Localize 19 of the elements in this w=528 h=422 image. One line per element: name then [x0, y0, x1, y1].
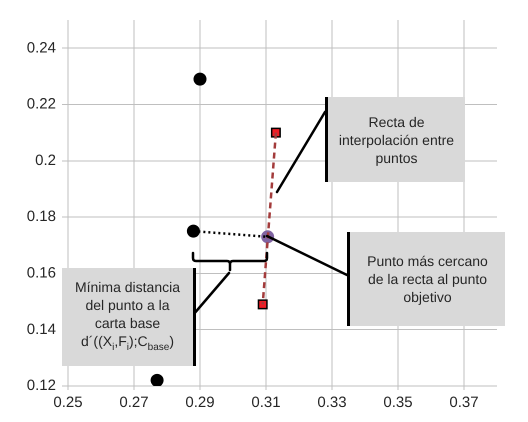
y-tick-label: 0.14 [26, 320, 56, 338]
y-tick-label: 0.12 [26, 377, 56, 394]
point [194, 72, 206, 86]
x-tick-label: 0.37 [449, 394, 479, 412]
point [258, 299, 268, 310]
x-tick-label: 0.25 [53, 394, 83, 412]
annotation: Recta de interpolación entre puntos [338, 114, 454, 166]
point [150, 374, 164, 386]
x-tick-label: 0.31 [251, 394, 281, 412]
x-tick-label: 0.27 [119, 394, 149, 412]
y-tick-label: 0.16 [26, 264, 56, 282]
point [186, 224, 200, 238]
x-tick-label: 0.33 [317, 394, 347, 412]
y-tick-label: 0.2 [35, 152, 56, 169]
x-tick-label: 0.29 [185, 394, 215, 412]
y-tick-label: 0.24 [26, 39, 56, 56]
x-tick-label: 0.35 [383, 394, 413, 412]
y-tick-label: 0.18 [26, 208, 56, 226]
y-tick-label: 0.22 [26, 96, 56, 113]
